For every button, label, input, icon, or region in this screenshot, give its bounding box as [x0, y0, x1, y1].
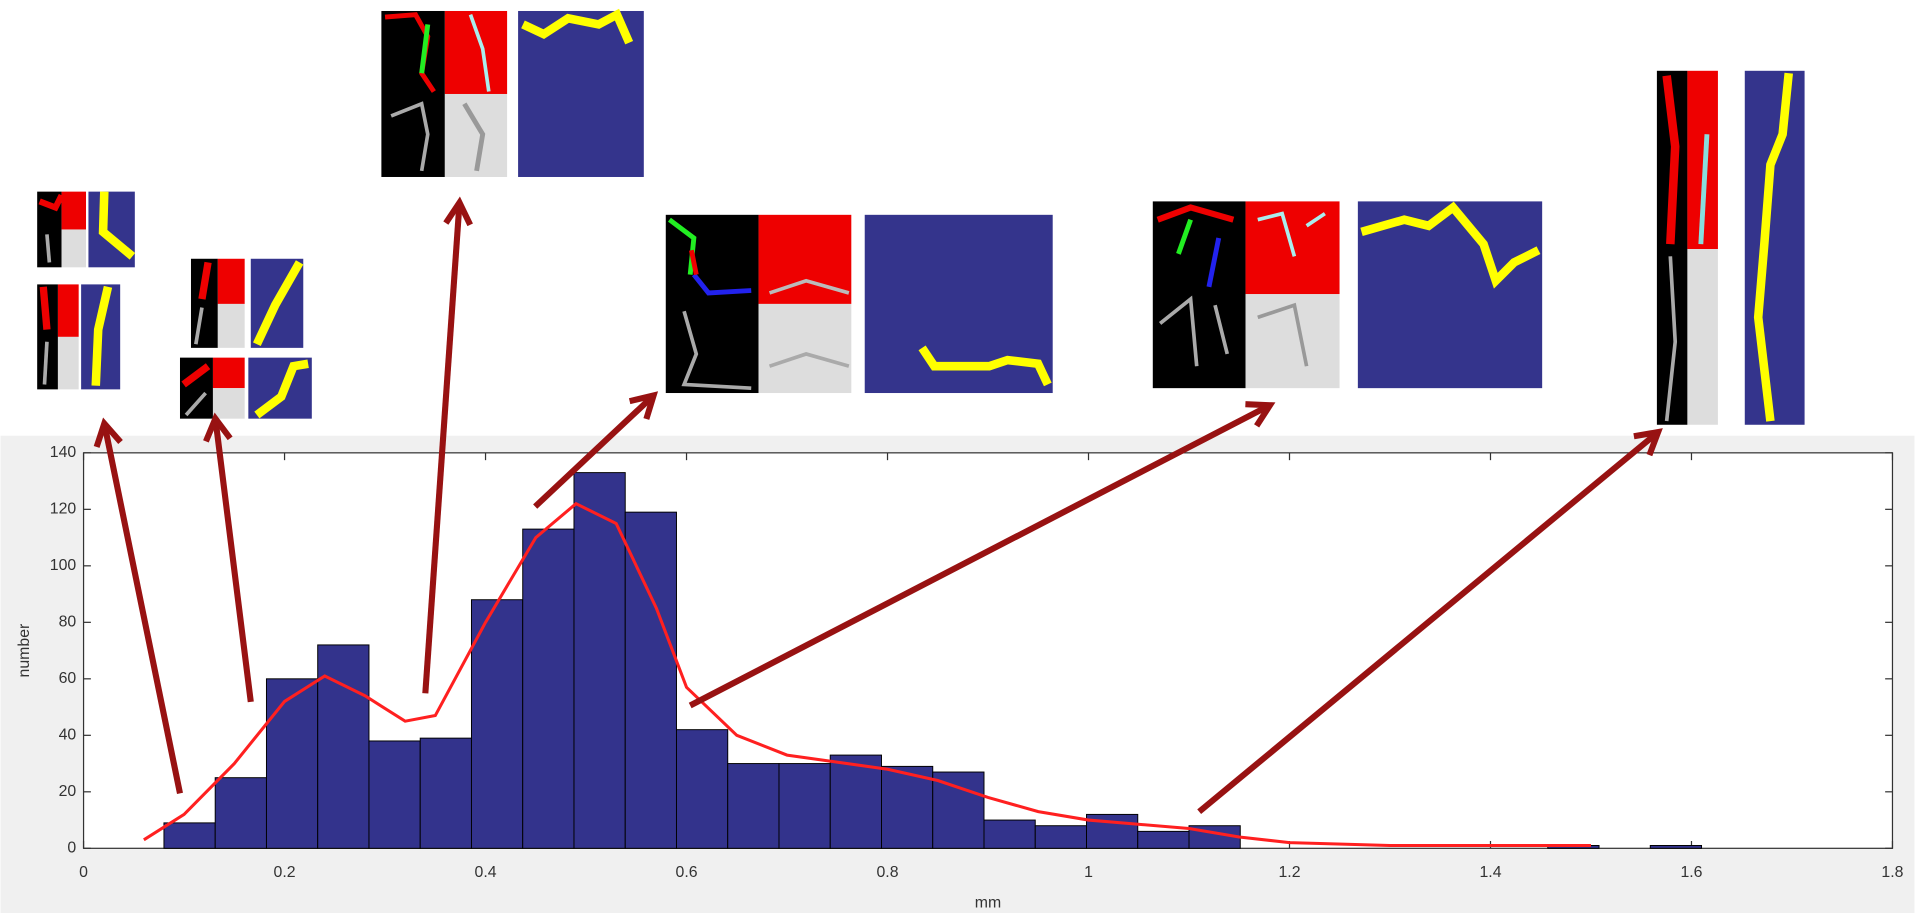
y-tick-label: 140: [50, 444, 77, 461]
x-tick-label: 1.8: [1881, 864, 1903, 881]
y-tick-label: 100: [50, 557, 77, 574]
thumbnail: [37, 284, 120, 389]
bar: [933, 772, 984, 848]
x-tick-label: 0.4: [475, 864, 497, 881]
bar: [676, 730, 727, 849]
bar: [1650, 845, 1701, 848]
thumbnail: [1657, 71, 1805, 425]
x-tick-label: 1.4: [1479, 864, 1501, 881]
thumbnail: [180, 358, 312, 419]
y-tick-label: 0: [67, 839, 76, 856]
bar: [1035, 826, 1086, 849]
y-tick-label: 20: [59, 783, 77, 800]
bar: [625, 512, 676, 848]
x-axis-label: mm: [975, 894, 1001, 911]
thumbnail: [191, 259, 303, 348]
x-tick-label: 1.6: [1680, 864, 1702, 881]
thumbnail: [381, 11, 643, 177]
thumbnail: [1153, 201, 1542, 388]
y-tick-label: 80: [59, 614, 77, 631]
bar: [215, 778, 266, 849]
bar: [420, 738, 471, 848]
x-tick-label: 0.8: [876, 864, 898, 881]
bar: [779, 764, 830, 849]
bar: [830, 755, 881, 848]
bar: [984, 820, 1035, 848]
bar: [369, 741, 420, 848]
x-tick-label: 0.6: [676, 864, 698, 881]
bar: [1138, 831, 1189, 848]
bar: [164, 823, 215, 848]
thumbnail: [37, 192, 135, 268]
bar: [523, 529, 574, 848]
page: 0 20 40 60 80 100 120 140 0 0.2 0.4 0.6 0.8 1 1.2 1.4 1.…: [0, 0, 1915, 913]
x-tick-label: 1.2: [1278, 864, 1300, 881]
y-tick-label: 40: [59, 727, 77, 744]
bar: [266, 679, 317, 848]
y-tick-label: 120: [50, 501, 77, 518]
bar: [728, 764, 779, 849]
x-tick-label: 0: [79, 864, 88, 881]
x-tick-label: 0.2: [274, 864, 296, 881]
x-tick-label: 1: [1084, 864, 1093, 881]
thumbnail: [666, 215, 1053, 393]
y-tick-label: 60: [59, 670, 77, 687]
thumbnails: [37, 11, 1804, 425]
y-axis-label: number: [16, 623, 33, 677]
